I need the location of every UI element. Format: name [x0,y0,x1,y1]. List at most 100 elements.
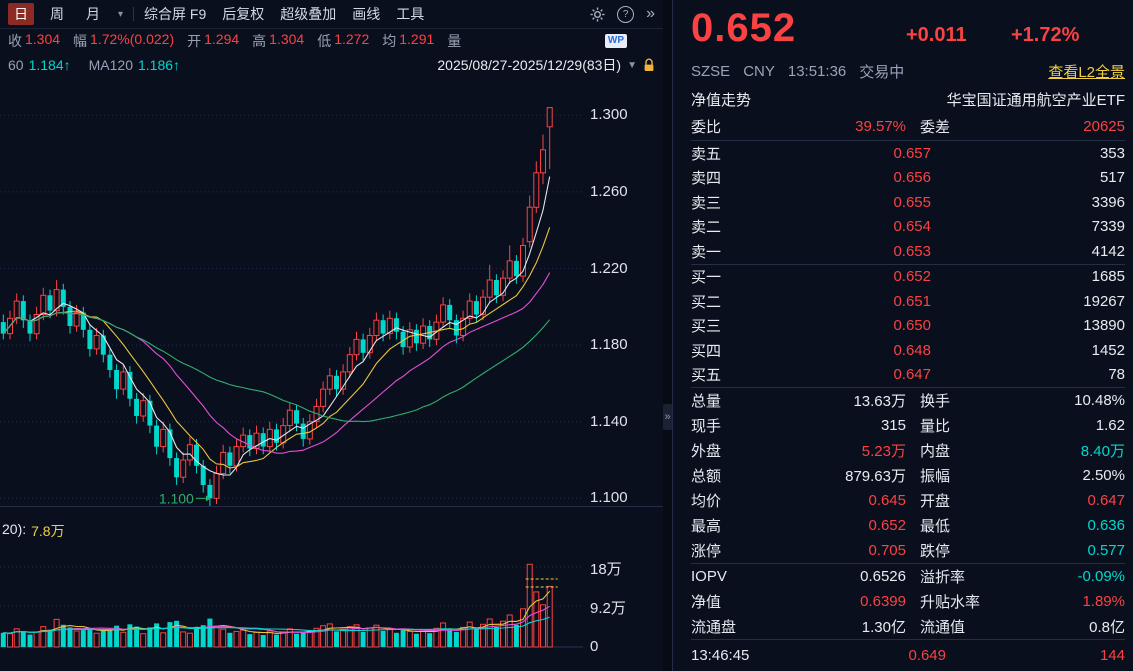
candlestick-chart[interactable]: 1.100 1.300 1.260 1.220 1.180 1.140 1.100 [0,77,663,506]
orderbook-ask-row[interactable]: 卖五 0.657 353 [691,141,1125,166]
commission-ratio-row: 委比 39.57% 委差 20625 [691,113,1125,140]
tab-nav-trend[interactable]: 净值走势 [691,91,752,109]
info-item: 幅 1.72%(0.022) [73,31,174,51]
period-dropdown-icon[interactable]: ▾ [118,8,124,20]
exchange-code: SZSE [691,63,731,80]
stats-row: 总额 879.63万 振幅 2.50% [691,463,1125,488]
stat-value: 1.89% [1082,593,1125,610]
panel-divider[interactable]: » [663,0,672,671]
stat-label: IOPV [691,568,727,585]
separator [691,563,1125,564]
lock-icon[interactable] [643,58,655,72]
ask-volume: 3396 [1091,193,1125,211]
vol-ma-value: 7.8万 [31,523,65,539]
ask-label: 卖三 [691,194,722,212]
stat-value: 879.63万 [845,468,906,485]
stat-value: 0.652 [868,517,906,534]
vol-ma-label: 20): [2,521,27,537]
weicha-value: 20625 [1083,118,1125,135]
ma-bar: 60 1.184↑ MA120 1.186↑ 2025/08/27-2025/1… [0,53,663,77]
stat-label: 流通值 [920,619,966,636]
orderbook-bid-row[interactable]: 买三 0.650 13890 [691,314,1125,339]
ma60-value: 1.184↑ [28,57,71,73]
price-axis-label: 1.260 [590,183,628,200]
last-price: 0.652 [691,6,797,50]
period-tab-month[interactable]: 月 [86,6,100,22]
stats-block: 总量 13.63万 换手 10.48% 现手 315 量比 1.62 外盘 5.23万 内盘 8.40… [691,388,1125,563]
toolbar-more-icon[interactable]: » [646,5,655,22]
date-dropdown-icon[interactable]: ▼ [627,59,637,71]
svg-text:1.100: 1.100 [159,490,194,506]
stat-label: 升贴水率 [920,594,981,611]
help-icon[interactable]: ? [617,5,635,23]
wps-badge-icon[interactable]: WP [604,34,627,48]
info-value: 1.304 [269,31,305,47]
price-axis-label: 1.140 [590,413,628,430]
info-label: 高 [252,33,267,49]
volume-plot[interactable] [0,507,583,671]
separator [691,263,1125,265]
candlestick-plot[interactable]: 1.100 [0,77,583,506]
price-axis: 1.300 1.260 1.220 1.180 1.140 1.100 [583,77,663,506]
stats-row: 流通盘 1.30亿 流通值 0.8亿 [691,614,1125,639]
stat-value: 1.62 [1095,417,1125,434]
orderbook-bid-row[interactable]: 买四 0.648 1452 [691,338,1125,363]
orderbook-ask-row[interactable]: 卖二 0.654 7339 [691,215,1125,240]
bid-label: 买三 [691,318,722,336]
period-tab-week[interactable]: 周 [50,6,64,22]
ask-volume: 4142 [1091,242,1125,260]
separator [691,140,1125,141]
menu-composite-screen[interactable]: 综合屏 F9 [144,6,207,22]
menu-backward-adjust[interactable]: 后复权 [222,6,265,22]
price-change-pct: +1.72% [1011,24,1080,46]
last-price-row: 0.652 +0.011 +1.72% [691,6,1125,58]
last-tick-row[interactable]: 13:46:45 0.649 144 [691,639,1125,671]
price-change: +0.011 [906,24,967,46]
orderbook-ask-row[interactable]: 卖三 0.655 3396 [691,190,1125,215]
stat-value: 0.6526 [860,568,906,585]
stat-label: 现手 [691,418,722,435]
orderbook-bid-row[interactable]: 买二 0.651 19267 [691,289,1125,314]
info-label: 收 [8,33,22,49]
ask-label: 卖二 [691,219,722,237]
info-label: 幅 [73,33,88,49]
stat-label: 跌停 [920,543,951,560]
menu-tools[interactable]: 工具 [396,6,425,22]
weibi-label: 委比 [691,119,722,136]
stat-label: 净值 [691,594,722,611]
bid-volume: 78 [1108,366,1125,384]
orderbook-ask-row[interactable]: 卖一 0.653 4142 [691,239,1125,264]
volume-pane[interactable]: 20): 7.8万 18万 9.2万 0 [0,506,663,671]
stats-row: 净值 0.6399 升贴水率 1.89% [691,589,1125,614]
settings-gear-icon[interactable] [590,6,605,22]
menu-super-overlay[interactable]: 超级叠加 [280,6,337,22]
orderbook-bid-row[interactable]: 买一 0.652 1685 [691,265,1125,290]
info-item: 收 1.304 [8,31,60,51]
date-range[interactable]: 2025/08/27-2025/12/29(83日) [437,57,622,73]
expand-handle-icon[interactable]: » [663,404,672,430]
info-value: 1.304 [25,31,61,47]
info-item: 开 1.294 [187,31,239,51]
info-value: 1.272 [334,31,370,47]
bid-label: 买五 [691,367,722,385]
info-item: 量 [447,31,464,51]
menu-draw-line[interactable]: 画线 [352,6,381,22]
stat-label: 换手 [920,393,951,410]
bid-label: 买二 [691,293,722,311]
bid-volume: 1685 [1091,268,1125,286]
stats-row: 均价 0.645 开盘 0.647 [691,488,1125,513]
l2-panorama-link[interactable]: 查看L2全景 [1048,64,1125,81]
bid-label: 买一 [691,269,722,287]
ask-price: 0.653 [893,242,931,260]
period-tab-day[interactable]: 日 [8,3,34,25]
stat-value: 10.48% [1074,392,1125,409]
security-name[interactable]: 华宝国证通用航空产业ETF [946,91,1125,109]
tick-price: 0.649 [908,647,946,664]
info-item: 高 1.304 [252,31,304,51]
orderbook-bid-row[interactable]: 买五 0.647 78 [691,363,1125,388]
stat-value: 0.577 [1087,542,1125,559]
orderbook-ask-row[interactable]: 卖四 0.656 517 [691,166,1125,191]
stat-value: 2.50% [1082,467,1125,484]
ask-price: 0.657 [893,144,931,162]
stats-row: 外盘 5.23万 内盘 8.40万 [691,438,1125,463]
